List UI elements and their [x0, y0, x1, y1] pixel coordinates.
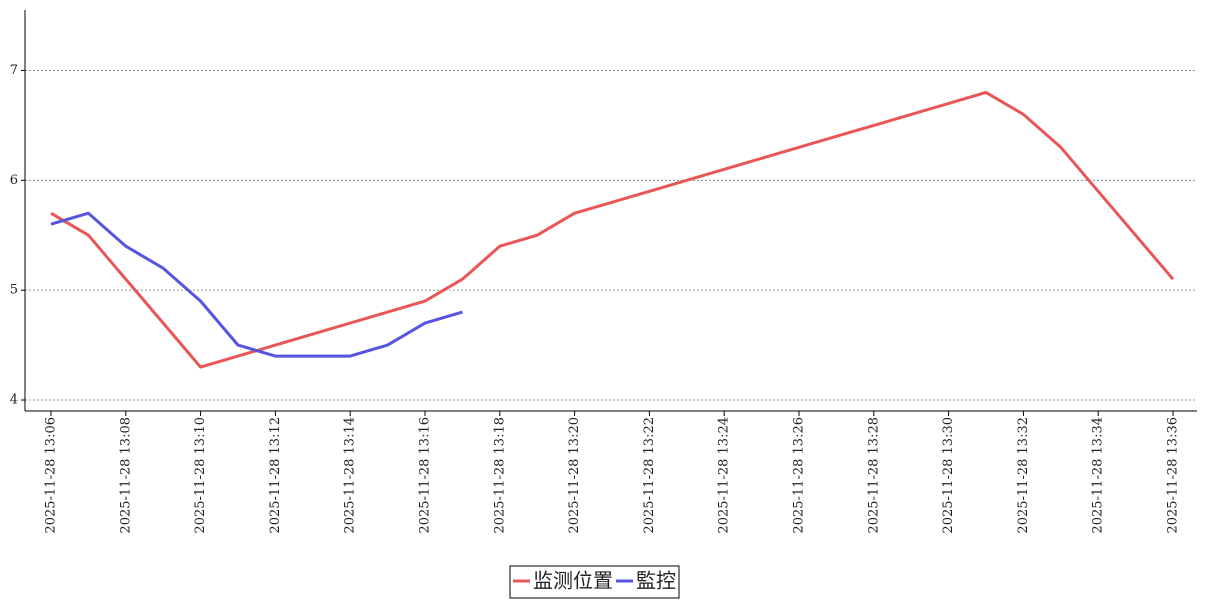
x-tick-label: 2025-11-28 13:14 — [343, 417, 358, 534]
legend-label: 监测位置 — [533, 569, 613, 593]
y-tick-label: 4 — [10, 393, 18, 408]
x-tick-label: 2025-11-28 13:08 — [118, 417, 133, 534]
series-line — [50, 90, 1175, 369]
x-tick-label: 2025-11-28 13:06 — [44, 417, 59, 534]
y-tick-label: 6 — [10, 173, 18, 188]
x-tick-label: 2025-11-28 13:16 — [418, 417, 433, 534]
x-tick-label: 2025-11-28 13:22 — [642, 417, 657, 534]
y-tick-label: 7 — [10, 63, 18, 78]
legend-box — [509, 565, 680, 599]
series-line — [50, 211, 463, 358]
x-tick-label: 2025-11-28 13:18 — [492, 417, 507, 534]
x-tick-label: 2025-11-28 13:36 — [1166, 417, 1181, 534]
x-tick-label: 2025-11-28 13:26 — [792, 417, 807, 534]
x-tick-label: 2025-11-28 13:24 — [717, 417, 732, 534]
x-tick-label: 2025-11-28 13:30 — [941, 417, 956, 534]
legend-label: 監控 — [636, 569, 676, 593]
x-tick-label: 2025-11-28 13:10 — [193, 417, 208, 534]
x-tick-label: 2025-11-28 13:32 — [1016, 417, 1031, 534]
x-tick-label: 2025-11-28 13:28 — [866, 417, 881, 534]
x-tick-label: 2025-11-28 13:34 — [1091, 417, 1106, 534]
x-tick-label: 2025-11-28 13:12 — [268, 417, 283, 534]
y-tick-label: 5 — [10, 283, 18, 298]
x-tick-label: 2025-11-28 13:20 — [567, 417, 582, 534]
